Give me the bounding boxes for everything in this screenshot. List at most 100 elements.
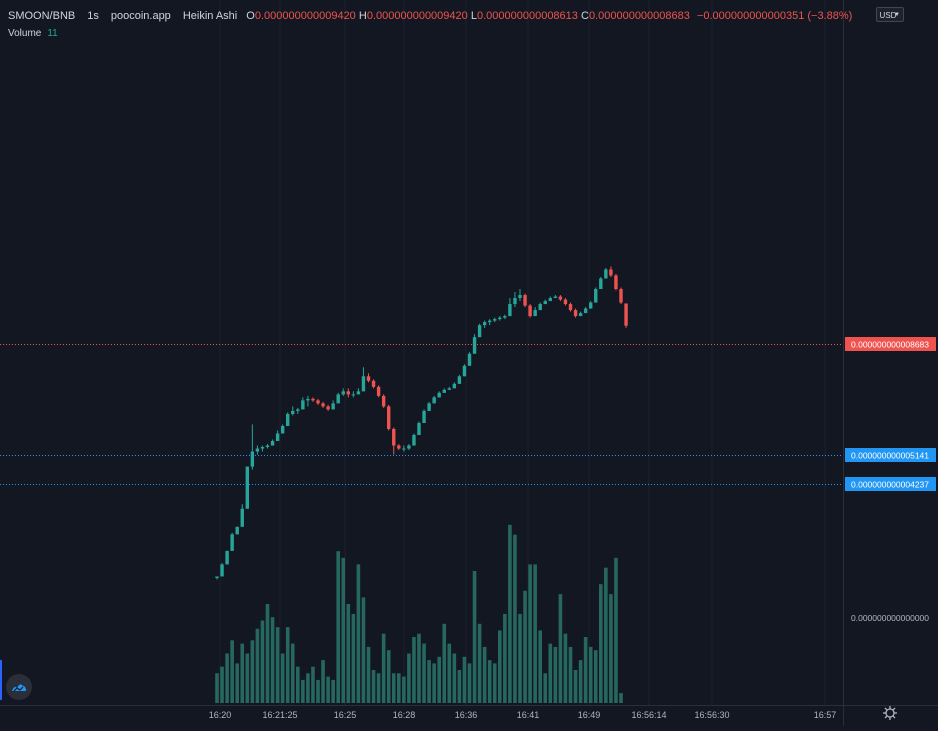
low-key: L [470, 10, 477, 22]
candle-body [457, 376, 462, 384]
candle-body [578, 313, 583, 317]
low-value: 0.000000000008613 [476, 10, 578, 22]
candle-body [553, 296, 558, 299]
volume-bar [412, 637, 416, 703]
currency-button[interactable]: USD ▼ [876, 7, 904, 22]
candle-body [260, 447, 265, 449]
volume-bar [533, 564, 537, 703]
volume-bar [376, 673, 381, 703]
candle-body [508, 304, 512, 317]
volume-bar [381, 633, 386, 703]
volume-bar [518, 613, 522, 703]
candle-body [341, 391, 345, 395]
volume-value: 11 [47, 28, 58, 39]
candle-body [594, 289, 598, 303]
time-tick-label: 16:36 [455, 710, 478, 720]
volume-bar [457, 670, 462, 703]
candle-body [376, 386, 381, 396]
volume-bar [326, 676, 330, 703]
volume-bar [447, 643, 452, 703]
price-line-1-label: 0.000000000005141 [851, 451, 929, 461]
candle-body [230, 534, 234, 551]
volume-bar [538, 630, 542, 703]
candle-body [513, 298, 517, 305]
candle-body [548, 298, 552, 302]
candle-body [447, 388, 451, 390]
volume-bar [240, 643, 245, 703]
interval-label[interactable]: 1s [87, 10, 99, 22]
volume-bar [583, 637, 588, 703]
volume-bar [543, 673, 548, 703]
candle-body [472, 337, 477, 354]
candle-body [614, 275, 618, 290]
candle-body [321, 403, 325, 407]
candle-body [301, 400, 305, 410]
volume-bar [356, 564, 361, 703]
tradingview-logo-icon[interactable] [6, 674, 32, 700]
volume-bar [275, 627, 280, 703]
high-value: 0.000000000009420 [366, 10, 468, 22]
candle-body [452, 383, 457, 389]
candle-body [402, 448, 406, 450]
candle-body [624, 303, 628, 326]
volume-bar [230, 640, 234, 703]
volume-bar [437, 656, 441, 703]
candle-body [412, 434, 416, 446]
candle-body [361, 376, 366, 392]
time-tick-label: 16:56:30 [694, 710, 729, 720]
volume-label: Volume [8, 28, 42, 39]
candle-body [250, 451, 255, 467]
volume-bar [417, 633, 421, 703]
volume-bar [492, 663, 497, 703]
candle-body [270, 441, 275, 446]
change-value: −0.000000000000351 (−3.88%) [696, 10, 853, 22]
candle-body [387, 406, 391, 429]
volume-bar [452, 653, 457, 703]
candle-body [392, 428, 396, 446]
gear-icon[interactable] [882, 705, 898, 721]
candle-body [215, 576, 219, 578]
candle-body [417, 422, 421, 435]
candle-body [265, 445, 270, 448]
candle-body [533, 310, 537, 317]
time-tick-label: 16:57 [814, 710, 837, 720]
candle-body [240, 508, 244, 527]
candle-body [604, 269, 608, 279]
chart-style-label: Heikin Ashi [182, 10, 238, 22]
candle-body [366, 376, 371, 381]
time-tick-label: 16:56:14 [631, 710, 666, 720]
candle-body [225, 550, 229, 565]
candle-body [427, 403, 431, 411]
candle-body [503, 316, 507, 318]
volume-bar [341, 557, 346, 703]
candle-body [498, 317, 502, 320]
candle-body [488, 320, 492, 323]
candle-body [422, 410, 426, 423]
volume-bar [331, 679, 335, 703]
candle-body [331, 403, 335, 410]
volume-legend: Volume 11 [8, 28, 58, 39]
volume-bar [220, 666, 224, 703]
candle-body [371, 380, 376, 387]
volume-bar [301, 679, 305, 703]
current-price-label: 0.000000000008683 [851, 340, 929, 350]
volume-bar [260, 620, 265, 703]
candle-body [326, 406, 330, 410]
candle-body [316, 400, 320, 404]
time-tick-label: 16:20 [209, 710, 232, 720]
volume-bar [599, 584, 603, 703]
volume-bar [250, 640, 255, 703]
volume-bar [316, 679, 320, 703]
time-tick-label: 16:25 [334, 710, 357, 720]
volume-bar [397, 673, 401, 703]
candle-body [493, 319, 497, 321]
candle-body [599, 278, 603, 290]
volume-bar [503, 613, 507, 703]
close-key: C [580, 10, 589, 22]
symbol-name[interactable]: SMOON/BNB [8, 10, 76, 22]
time-tick-label: 16:49 [578, 710, 601, 720]
volume-bar [553, 646, 558, 703]
volume-bar [427, 660, 431, 703]
